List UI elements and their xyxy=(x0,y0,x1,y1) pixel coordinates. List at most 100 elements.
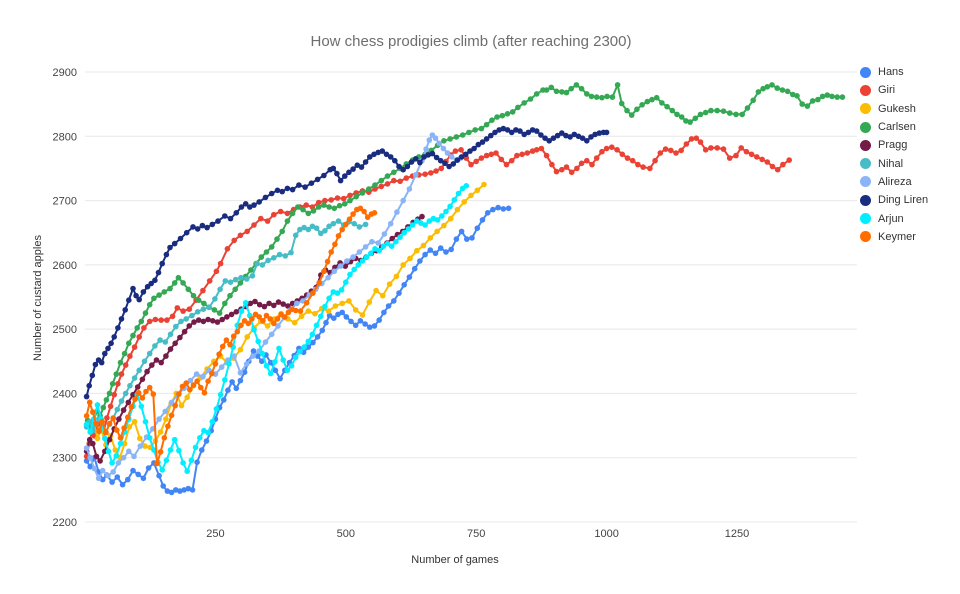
series-nihal-point xyxy=(271,254,277,261)
legend-label: Keymer xyxy=(878,230,916,243)
series-giri-point xyxy=(169,313,176,320)
series-giri-point xyxy=(764,159,771,165)
series-carlsen-point xyxy=(755,89,762,95)
series-giri-point xyxy=(603,145,610,152)
series-carlsen-point xyxy=(447,136,453,142)
series-hans-point xyxy=(474,225,481,231)
series-gukesh-point xyxy=(414,247,420,254)
series-arjun-point xyxy=(276,345,282,352)
series-carlsen-point xyxy=(489,117,495,123)
series-nihal-point xyxy=(243,276,250,282)
series-pragg-point xyxy=(219,316,225,323)
series-nihal-point xyxy=(297,226,303,233)
series-gukesh-point xyxy=(352,307,359,313)
series-carlsen-line[interactable] xyxy=(86,81,843,430)
series-giri-point xyxy=(217,260,224,267)
legend-dot-icon xyxy=(860,84,871,96)
series-ding-liren-point xyxy=(454,157,461,163)
series-hans-point xyxy=(411,265,418,272)
series-giri-point xyxy=(748,151,755,158)
legend-label: Hans xyxy=(878,66,904,79)
series-carlsen-point xyxy=(279,228,286,235)
series-giri[interactable] xyxy=(83,135,792,460)
legend-item-ding-liren[interactable]: Ding Liren xyxy=(860,191,928,209)
series-arjun-point xyxy=(334,290,341,296)
series-carlsen-point xyxy=(472,127,479,133)
series-arjun-point xyxy=(451,197,458,203)
series-giri-point xyxy=(786,157,792,163)
series-pragg-point xyxy=(247,300,254,307)
series-keymer-point xyxy=(132,396,138,403)
legend-item-gukesh[interactable]: Gukesh xyxy=(860,100,928,118)
series-arjun-point xyxy=(238,308,245,314)
series-carlsen-point xyxy=(494,114,500,120)
series-carlsen-point xyxy=(138,318,145,325)
legend-item-nihal[interactable]: Nihal xyxy=(860,154,928,172)
series-keymer[interactable] xyxy=(83,205,378,467)
series-carlsen-point xyxy=(659,100,665,106)
series-carlsen-point xyxy=(353,193,360,200)
series-gukesh-point xyxy=(332,303,339,309)
series-hans-point xyxy=(505,205,512,212)
legend-item-arjun[interactable]: Arjun xyxy=(860,209,928,227)
series-carlsen-point xyxy=(190,292,197,299)
series-alireza-point xyxy=(95,475,102,482)
series-keymer-point xyxy=(324,258,331,265)
series-ding-liren-point xyxy=(199,222,206,229)
series-keymer-point xyxy=(187,386,193,393)
series-keymer-point xyxy=(198,384,204,391)
series-ding-liren-point xyxy=(183,229,190,236)
legend-item-keymer[interactable]: Keymer xyxy=(860,228,928,246)
y-axis-title: Number of custard apples xyxy=(32,235,44,361)
series-nihal-point xyxy=(276,251,283,258)
series-keymer-point xyxy=(93,420,99,427)
series-ding-liren-point xyxy=(521,131,527,138)
legend-item-carlsen[interactable]: Carlsen xyxy=(860,118,928,136)
legend-item-giri[interactable]: Giri xyxy=(860,81,928,99)
series-carlsen-point xyxy=(750,97,756,104)
series-giri-point xyxy=(468,161,474,168)
series-ding-liren-point xyxy=(215,218,221,224)
legend-dot-icon xyxy=(860,103,871,115)
legend-item-hans[interactable]: Hans xyxy=(860,63,928,81)
series-gukesh-point xyxy=(481,181,487,188)
series-giri-point xyxy=(538,145,545,152)
series-arjun-point xyxy=(102,435,108,442)
series-hans-point xyxy=(189,487,196,493)
series-arjun-point xyxy=(430,215,437,222)
series-arjun[interactable] xyxy=(83,183,470,475)
series-arjun-point xyxy=(109,460,115,466)
series-ding-liren-point xyxy=(350,166,356,172)
series-hans-point xyxy=(203,438,210,444)
series-pragg-point xyxy=(149,362,155,368)
legend-item-pragg[interactable]: Pragg xyxy=(860,136,928,154)
series-hans[interactable] xyxy=(83,204,512,496)
series-keymer-point xyxy=(114,427,120,433)
series-arjun-point xyxy=(167,447,174,453)
series-keymer-point xyxy=(201,390,208,396)
series-ding-liren-point xyxy=(592,131,598,138)
series-carlsen-point xyxy=(624,107,630,114)
series-ding-liren-point xyxy=(126,297,132,304)
series-arjun-point xyxy=(242,300,249,306)
series-keymer-point xyxy=(99,418,105,425)
series-ding-liren[interactable] xyxy=(83,125,610,400)
series-pragg-point xyxy=(181,328,188,335)
series-arjun-point xyxy=(159,467,165,473)
series-hans-point xyxy=(376,317,383,323)
series-keymer-point xyxy=(157,449,164,455)
series-nihal-point xyxy=(152,343,158,349)
series-hans-point xyxy=(453,236,460,242)
series-giri-point xyxy=(334,195,341,201)
series-carlsen-point xyxy=(553,88,560,95)
series-giri-point xyxy=(127,353,133,359)
series-carlsen-point xyxy=(134,325,140,331)
series-giri-point xyxy=(693,135,700,141)
series-giri-point xyxy=(589,161,595,168)
series-keymer-point xyxy=(350,211,356,217)
series-ding-liren-point xyxy=(458,154,465,160)
series-carlsen-point xyxy=(649,96,655,103)
legend-item-alireza[interactable]: Alireza xyxy=(860,173,928,191)
series-giri-point xyxy=(483,152,490,159)
